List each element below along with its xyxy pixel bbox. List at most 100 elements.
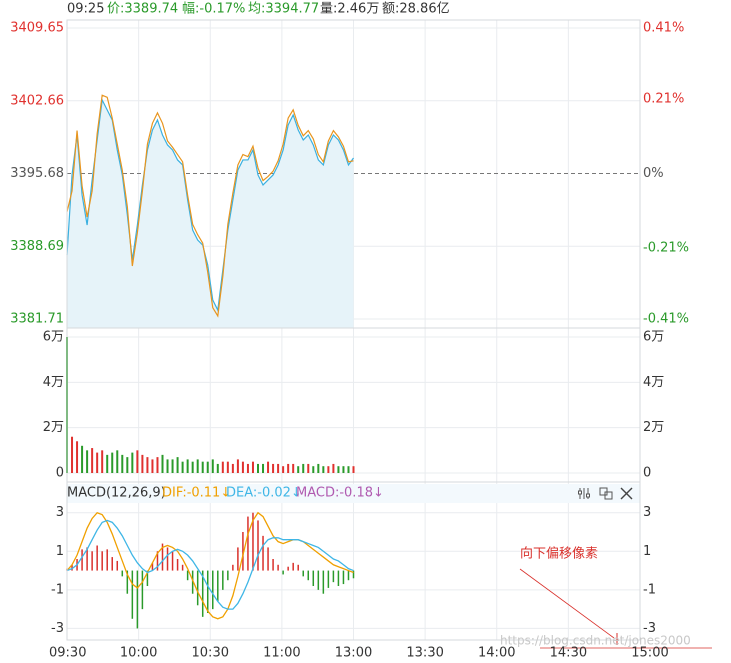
macd-bar (327, 570, 330, 588)
volume-bar (111, 452, 114, 473)
macd-bar (101, 551, 103, 571)
macd-bar (267, 547, 269, 571)
line-series (66, 519, 354, 610)
macd-bar (141, 570, 144, 610)
macd-bar (242, 532, 244, 571)
header-amount: 额:28.86亿 (382, 2, 450, 17)
header-price: 价:3389.74 (107, 2, 178, 17)
volume-bar (101, 450, 104, 473)
y-tick-label: 3 (56, 505, 64, 520)
volume-bar (317, 463, 320, 473)
macd-bar (352, 570, 355, 579)
macd-bar (222, 570, 224, 590)
volume-bar (136, 450, 139, 473)
macd-bar (111, 557, 113, 571)
macd-bar (196, 570, 199, 606)
header-average: 均:3394.77 (248, 2, 319, 17)
volume-bar (126, 457, 129, 473)
macd-bar (257, 520, 259, 571)
macd-bar (287, 566, 289, 571)
macd-bar (322, 570, 325, 594)
volume-bar (272, 463, 275, 473)
legend-dea: DEA:-0.02↓ (226, 486, 302, 501)
watermark: https://blog.csdn.net/jones2000 (500, 634, 691, 648)
macd-bar (166, 547, 169, 571)
macd-header-bar (67, 484, 640, 503)
y-tick-label: -3 (51, 621, 64, 636)
macd-bar (337, 570, 340, 586)
swap-icon[interactable] (599, 487, 613, 500)
header-time: 09:25 (67, 2, 104, 17)
volume-bar (171, 459, 174, 473)
macd-bar (212, 570, 214, 610)
volume-bar (337, 466, 340, 473)
x-tick-label: 10:00 (120, 646, 157, 661)
macd-bar (297, 564, 299, 571)
macd-bar (292, 562, 294, 571)
close-icon[interactable] (620, 487, 633, 500)
x-tick-label: 14:00 (478, 646, 515, 661)
macd-bar (96, 545, 98, 571)
macd-bar (307, 570, 310, 581)
volume-bar (307, 463, 310, 473)
y-tick-label: 1 (56, 544, 64, 559)
x-tick-label: 13:00 (335, 646, 372, 661)
volume-bar (146, 457, 149, 473)
volume-bar (131, 452, 134, 473)
volume-bar (81, 445, 84, 473)
volume-bar (221, 461, 224, 473)
volume-bar (151, 459, 154, 473)
macd-bar (176, 559, 179, 571)
y-tick-label: 3395.68 (10, 166, 64, 181)
volume-bar (241, 461, 244, 473)
macd-bar (161, 543, 164, 571)
volume-bar (347, 466, 350, 473)
annotation: 向下偏移像素 (520, 546, 598, 562)
volume-bar (76, 441, 79, 473)
macd-bar (191, 570, 194, 594)
volume-bar (86, 450, 89, 473)
volume-bar (96, 452, 99, 473)
volume-bar (277, 463, 280, 473)
header-volume: 量:2.46万 (320, 2, 379, 17)
y2-tick-label: 6万 (643, 330, 664, 345)
volume-bar (312, 466, 315, 473)
volume-bar (176, 457, 179, 473)
macd-bar (116, 560, 119, 571)
volume-bar (332, 463, 335, 473)
x-tick-label: 14:30 (550, 646, 587, 661)
x-tick-label: 11:00 (263, 646, 300, 661)
volume-bar (206, 461, 209, 473)
y2-tick-label: 1 (643, 544, 651, 559)
macd-bar (126, 570, 129, 594)
macd-bar (252, 512, 254, 571)
volume-bar (267, 461, 270, 473)
volume-bar (292, 463, 295, 473)
y-tick-label: 0 (56, 466, 64, 481)
macd-bar (151, 562, 154, 571)
volume-bar (226, 461, 229, 473)
volume-bar (156, 457, 159, 473)
annotation-arrow (519, 568, 615, 639)
settings-icon[interactable] (578, 488, 590, 499)
macd-title: MACD(12,26,9) (67, 486, 166, 501)
header-change: 幅:-0.17% (182, 2, 245, 17)
y-tick-label: 2万 (43, 420, 64, 435)
macd-bar (106, 549, 108, 571)
macd-bar (262, 535, 264, 571)
volume-bar (186, 459, 189, 473)
y-tick-label: -1 (51, 582, 64, 597)
macd-bar (237, 547, 239, 571)
x-tick-label: 10:30 (192, 646, 229, 661)
volume-bar (71, 436, 74, 473)
volume-bar (302, 463, 305, 473)
volume-bar (262, 463, 265, 473)
macd-bar (171, 551, 174, 571)
volume-bar (166, 459, 169, 473)
macd-bar (81, 549, 83, 571)
macd-bar (282, 570, 284, 575)
macd-bar (181, 564, 184, 571)
macd-bar (332, 570, 335, 583)
